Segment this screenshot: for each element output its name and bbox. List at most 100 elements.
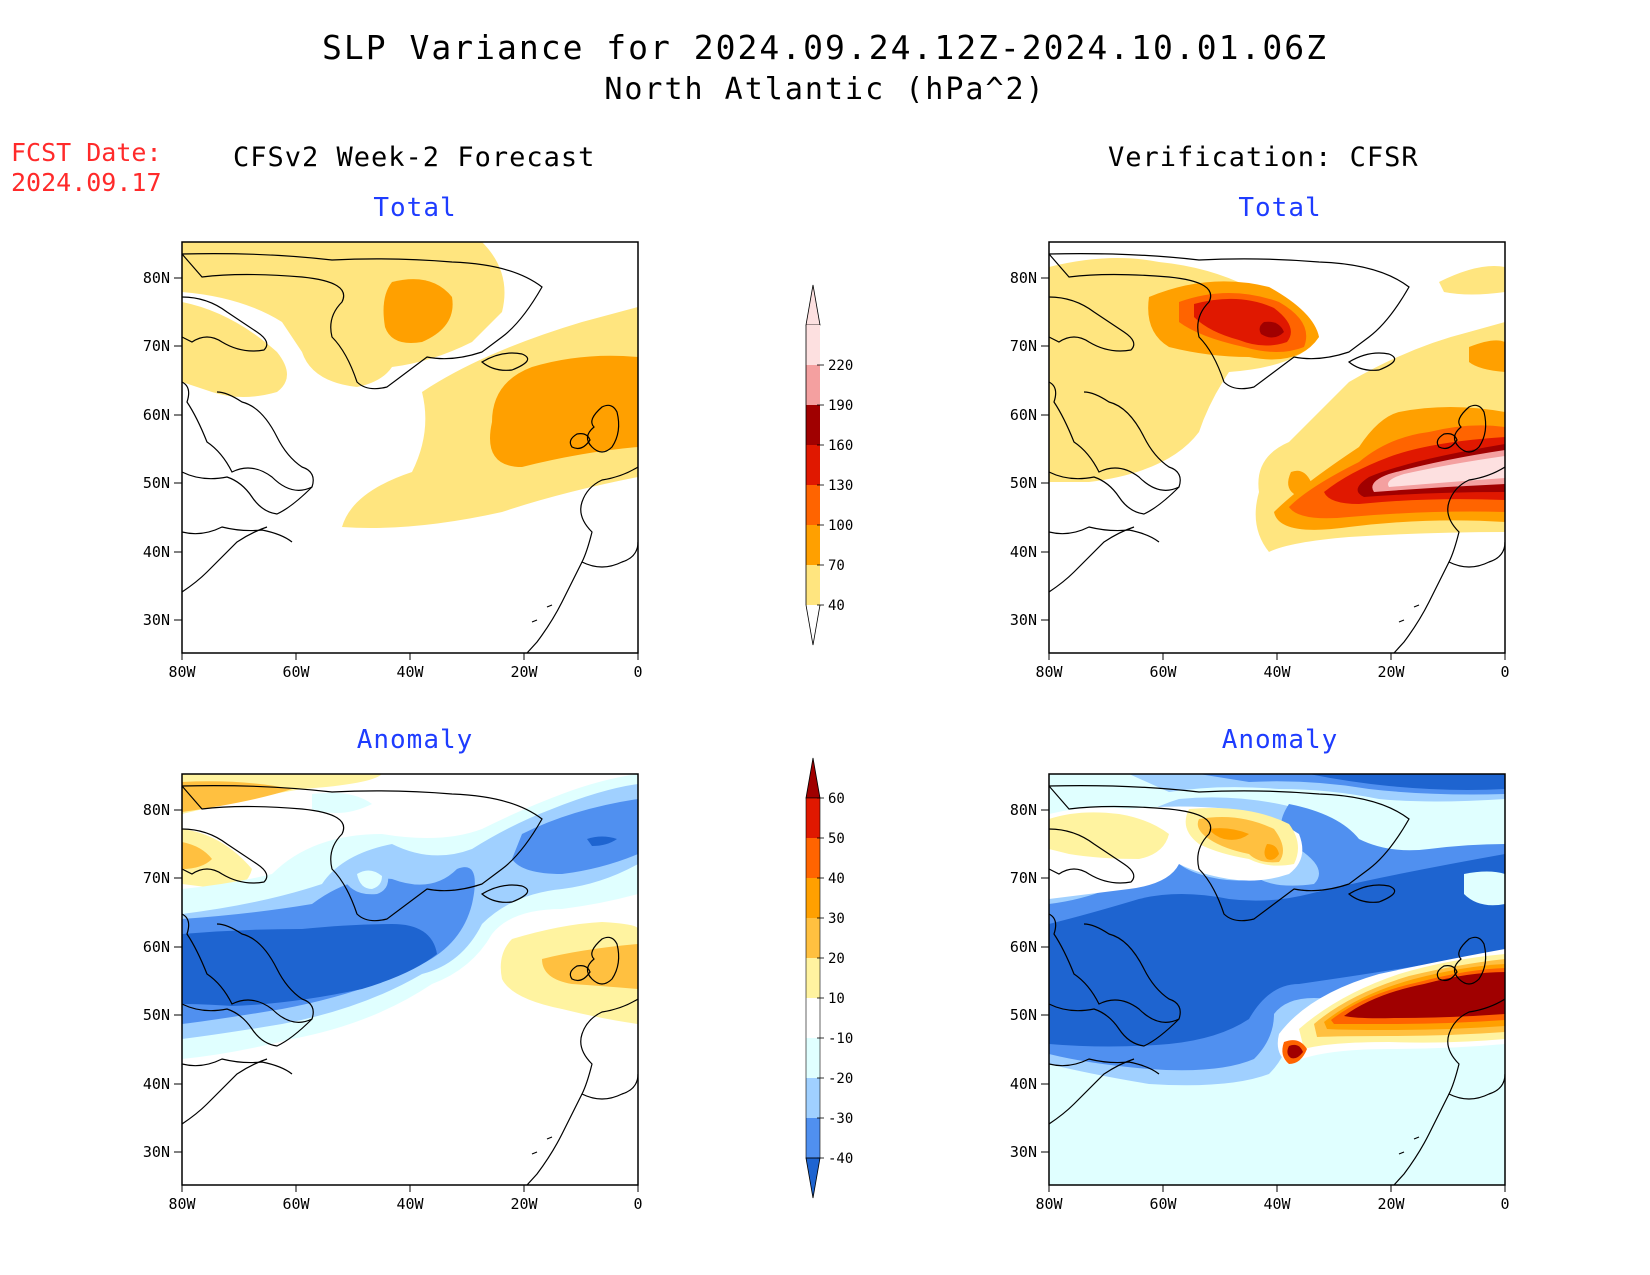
anomaly-neg40-north [1309,774,1505,790]
main-subtitle: North Atlantic (hPa^2) [604,72,1046,107]
lat-label: 50N [1010,474,1037,492]
variance-40-northeast [1439,266,1505,295]
verification-column-title: Verification: CFSR [1108,142,1419,173]
colorbar-label: 40 [828,598,845,614]
colorbar-swatch [806,1118,820,1158]
verification-anomaly-title: Anomaly [1221,725,1339,755]
anomaly-neg10-islet [357,870,382,889]
anomaly-pos10-northwest [1049,812,1169,859]
lon-label: 20W [1377,663,1405,681]
lon-label: 40W [1263,1195,1291,1213]
anomaly-neg10-islet [1464,871,1505,906]
lat-ticks [174,809,182,1153]
colorbar-bottom-wedge [805,1157,821,1199]
lat-label: 60N [143,938,170,956]
variance-70-northeast [1469,340,1505,372]
lon-label: 80W [168,663,196,681]
lat-label: 60N [143,406,170,424]
lat-ticks [1041,809,1049,1153]
fcst-date-value: 2024.09.17 [11,168,162,197]
variance-70-islet [1288,470,1311,495]
colorbar-label: 60 [828,791,845,807]
lat-label: 80N [143,801,170,819]
colorbar-edge [805,797,821,1159]
variance-40-band-west [182,302,287,397]
colorbar-label: 30 [828,911,845,927]
verification-anomaly-map: 80N 70N 60N 50N 40N 30N 80W 60W 40W 20W … [1010,773,1510,1213]
lon-label: 60W [282,663,310,681]
anomaly-neg30-east [512,799,638,874]
lat-label: 70N [143,869,170,887]
anomaly-neg10-southeast [1199,1079,1331,1124]
anomaly-pos20-north [182,781,292,812]
lat-label: 70N [1010,337,1037,355]
fcst-date: FCST Date: 2024.09.17 [11,138,162,198]
colorbar-label: 20 [828,951,845,967]
lon-ticks [181,1185,639,1192]
lon-label: 0 [1500,663,1509,681]
colorbar-label: 100 [828,518,853,534]
lat-label: 40N [1010,543,1037,561]
lat-label: 40N [143,1075,170,1093]
variance-70-east [490,355,638,467]
colorbar-swatch [806,1078,820,1118]
lon-label: 80W [168,1195,196,1213]
lon-label: 20W [510,663,538,681]
fcst-date-label: FCST Date: [11,138,162,167]
anomaly-neg40-main [182,924,437,1006]
lat-label: 80N [1010,801,1037,819]
colorbar-label: -20 [828,1071,853,1087]
lat-label: 60N [1010,406,1037,424]
lon-label: 0 [633,663,642,681]
lat-label: 80N [143,269,170,287]
colorbar-swatch [806,918,820,958]
colorbar-swatch [806,445,820,485]
anomaly-pos30-islet [1264,844,1279,860]
colorbar-label: -10 [828,1031,853,1047]
lat-label: 30N [1010,1143,1037,1161]
variance-40-band [182,242,505,387]
colorbar-top-wedge [805,284,821,326]
colorbar-swatch [806,325,820,365]
colorbar-swatch [806,485,820,525]
colorbar-swatch [806,405,820,445]
colorbar-label: -30 [828,1111,853,1127]
forecast-total-map: 80N 70N 60N 50N 40N 30N 80W 60W 40W 20W … [143,241,643,681]
total-colorbar: 220 190 160 130 100 70 40 [805,284,853,646]
lat-label: 80N [1010,269,1037,287]
coastlines [1049,785,1505,1185]
colorbar-swatch [806,565,820,605]
lon-label: 60W [282,1195,310,1213]
coastlines [182,785,638,1185]
colorbar-label: 10 [828,991,845,1007]
lon-label: 40W [396,663,424,681]
lon-label: 40W [1263,663,1291,681]
colorbar-swatch [806,998,820,1038]
lat-label: 50N [1010,1006,1037,1024]
lat-label: 50N [143,1006,170,1024]
lon-label: 0 [1500,1195,1509,1213]
lon-label: 60W [1149,663,1177,681]
lat-label: 30N [1010,611,1037,629]
lon-ticks [1048,1185,1506,1192]
forecast-total-title: Total [373,193,457,223]
colorbar-label: 220 [828,358,853,374]
anomaly-pos20-west [182,842,212,869]
colorbar-label: 50 [828,831,845,847]
forecast-anomaly-map: 80N 70N 60N 50N 40N 30N 80W 60W 40W 20W … [143,773,643,1213]
anomaly-pos60-islet [1287,1044,1303,1059]
lon-label: 0 [633,1195,642,1213]
variance-70-north [383,279,453,343]
colorbar-label: -40 [828,1151,853,1167]
lon-label: 80W [1035,663,1063,681]
lat-label: 40N [1010,1075,1037,1093]
lat-label: 70N [1010,869,1037,887]
colorbar-bottom-wedge [805,604,821,646]
lon-ticks [181,653,639,660]
lat-ticks [1041,277,1049,621]
colorbar-label: 130 [828,478,853,494]
colorbar-swatch [806,838,820,878]
colorbar-swatch [806,1038,820,1078]
anomaly-pos20-east [542,944,638,989]
colorbar-label: 160 [828,438,853,454]
